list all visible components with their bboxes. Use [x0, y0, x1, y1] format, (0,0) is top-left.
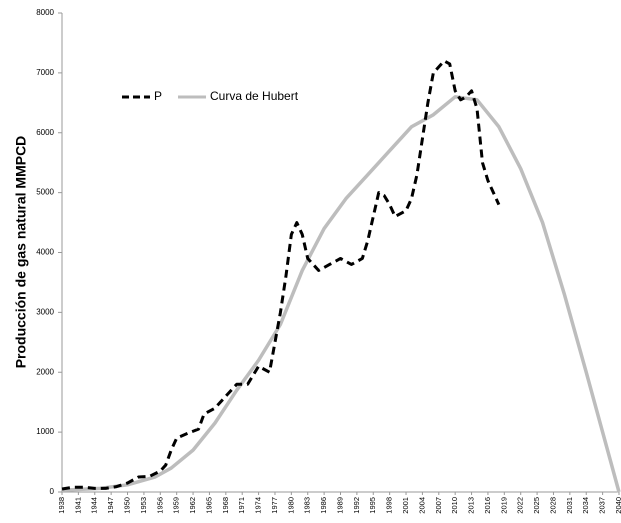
legend-label: Curva de Hubert	[210, 89, 299, 103]
y-tick-label: 2000	[36, 367, 54, 376]
y-tick-label: 5000	[36, 188, 54, 197]
series-line	[61, 95, 621, 493]
x-tick-label: 1962	[188, 497, 197, 514]
x-tick-label: 1965	[204, 497, 213, 514]
x-tick-label: 1986	[319, 497, 328, 514]
x-tick-label: 1944	[90, 497, 99, 514]
x-tick-label: 2004	[417, 497, 426, 514]
x-tick-label: 2040	[614, 497, 621, 514]
x-tick-label: 2022	[516, 497, 525, 514]
x-tick-label: 1995	[368, 497, 377, 514]
x-tick-label: 2037	[598, 497, 607, 514]
y-tick-label: 7000	[36, 68, 54, 77]
x-tick-label: 1956	[155, 497, 164, 514]
x-tick-label: 1989	[335, 497, 344, 514]
x-tick-label: 1980	[286, 497, 295, 514]
x-tick-label: 1947	[106, 497, 115, 514]
x-tick-label: 2007	[434, 497, 443, 514]
x-tick-label: 1992	[352, 497, 361, 514]
x-tick-label: 2019	[499, 497, 508, 514]
x-tick-label: 2001	[401, 497, 410, 514]
y-tick-label: 4000	[36, 248, 54, 257]
y-tick-label: 8000	[36, 8, 54, 17]
x-tick-label: 1941	[73, 497, 82, 514]
series-line	[61, 59, 501, 491]
x-tick-label: 1968	[221, 497, 230, 514]
x-tick-label: 1959	[172, 497, 181, 514]
x-tick-label: 1983	[303, 497, 312, 514]
y-tick-label: 1000	[36, 427, 54, 436]
x-tick-label: 1938	[57, 497, 66, 514]
x-tick-label: 2031	[565, 497, 574, 514]
legend-label: P	[154, 89, 162, 103]
y-axis-label: Producción de gas natural MMPCD	[13, 136, 29, 369]
x-tick-label: 2016	[483, 497, 492, 514]
x-tick-label: 1950	[123, 497, 132, 514]
x-tick-label: 2013	[467, 497, 476, 514]
y-tick-label: 3000	[36, 307, 54, 316]
x-tick-label: 2010	[450, 497, 459, 514]
x-tick-label: 2034	[581, 497, 590, 514]
x-tick-label: 1998	[385, 497, 394, 514]
x-tick-label: 2028	[548, 497, 557, 514]
y-tick-label: 6000	[36, 128, 54, 137]
x-tick-label: 1977	[270, 497, 279, 514]
x-tick-label: 2025	[532, 497, 541, 514]
x-tick-label: 1953	[139, 497, 148, 514]
x-tick-label: 1974	[254, 497, 263, 514]
x-tick-label: 1971	[237, 497, 246, 514]
y-tick-label: 0	[50, 487, 55, 496]
